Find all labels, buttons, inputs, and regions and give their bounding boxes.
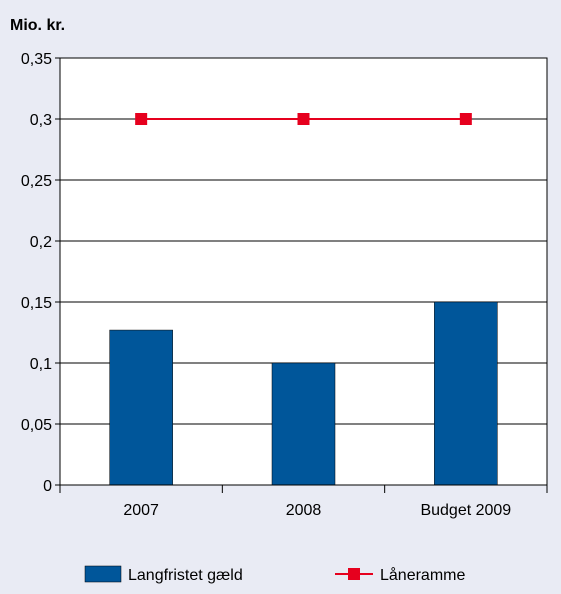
bar-0 (109, 329, 173, 486)
line-point-0 (135, 113, 148, 125)
legend-label-laaneramme: Låneramme (380, 566, 465, 584)
y-tick-label-6: 0,3 (30, 112, 52, 129)
line-point-2 (459, 113, 472, 125)
x-tick-label-2: Budget 2009 (420, 502, 511, 519)
y-tick-label-5: 0,25 (21, 173, 52, 190)
line-point-1 (297, 113, 310, 125)
legend-label-langfristet-gaeld: Langfristet gæld (128, 567, 243, 584)
unit-label: Mio. kr. (10, 17, 65, 34)
y-tick-label-0: 0 (43, 478, 52, 495)
y-tick-label-7: 0,35 (21, 51, 52, 68)
bar-1 (271, 362, 336, 486)
y-tick-label-1: 0,05 (21, 417, 52, 434)
legend: Langfristet gæld Låneramme (84, 565, 465, 584)
x-tick-label-1: 2008 (286, 502, 322, 519)
y-tick-label-4: 0,2 (30, 234, 52, 251)
legend-swatch-langfristet-gaeld (84, 565, 122, 583)
x-tick-label-0: 2007 (123, 502, 159, 519)
bar-2 (434, 301, 498, 486)
y-tick-label-2: 0,1 (30, 356, 52, 373)
y-tick-label-3: 0,15 (21, 295, 52, 312)
legend-marker-laaneramme (348, 568, 360, 580)
